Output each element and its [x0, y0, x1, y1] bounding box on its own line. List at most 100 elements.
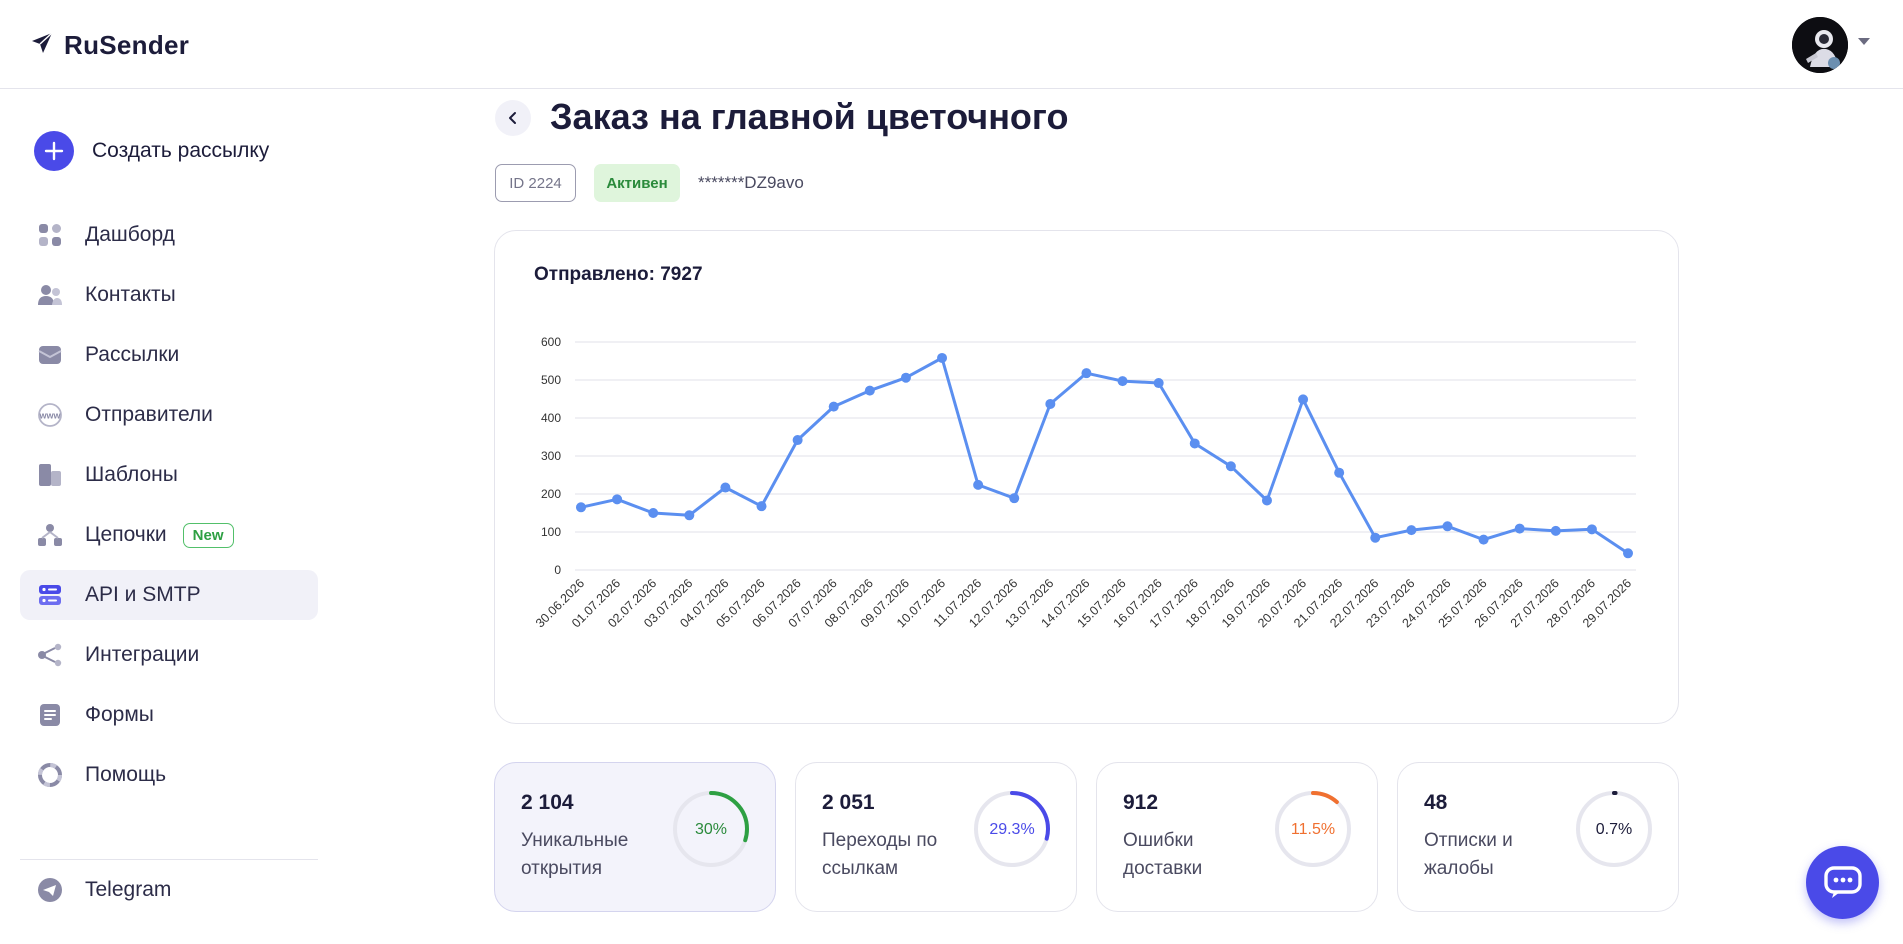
- progress-ring: 29.3%: [974, 791, 1050, 867]
- data-point: [828, 401, 839, 412]
- y-tick-label: 600: [541, 335, 561, 349]
- paper-plane-icon: [30, 31, 54, 60]
- data-point: [937, 352, 948, 363]
- create-mailing-button[interactable]: Создать рассылку: [34, 131, 269, 171]
- stat-label: Отписки и жалобы: [1424, 830, 1513, 879]
- stat-card-errors[interactable]: 912 Ошибки доставки 11.5%: [1096, 762, 1378, 912]
- back-button[interactable]: [495, 100, 531, 136]
- ring-progress: [673, 791, 749, 867]
- sidebar-item-mailings[interactable]: Рассылки: [20, 330, 318, 380]
- forms-icon: [36, 701, 64, 729]
- id-chip: ID 2224: [495, 164, 576, 202]
- page-title: Заказ на главной цветочного: [550, 96, 1069, 137]
- data-point: [1406, 525, 1417, 536]
- chains-icon: [36, 521, 64, 549]
- help-icon: [36, 761, 64, 789]
- ring-progress: [1576, 791, 1652, 867]
- stat-value: 2 051: [822, 791, 875, 814]
- sidebar-item-label: Помощь: [85, 763, 167, 786]
- sidebar-item-contacts[interactable]: Контакты: [20, 270, 318, 320]
- data-point: [1623, 548, 1633, 559]
- progress-ring: 11.5%: [1275, 791, 1351, 867]
- sidebar-item-label: API и SMTP: [85, 583, 201, 606]
- avatar[interactable]: [1792, 17, 1848, 73]
- stat-value: 2 104: [521, 791, 574, 814]
- sidebar-item-forms[interactable]: Формы: [20, 690, 318, 740]
- stat-value: 912: [1123, 791, 1159, 814]
- api-token[interactable]: *******DZ9avo: [698, 173, 804, 192]
- templates-icon: [36, 461, 64, 489]
- ring-percent: 0.7%: [1596, 821, 1632, 838]
- logo[interactable]: RuSender: [30, 30, 189, 61]
- data-point: [1442, 521, 1453, 532]
- stat-value: 48: [1424, 791, 1448, 814]
- data-point: [684, 510, 695, 521]
- ring-progress: [974, 791, 1050, 867]
- data-point: [576, 502, 586, 513]
- data-point: [1009, 493, 1020, 504]
- y-tick-label: 400: [541, 411, 561, 425]
- chat-icon: [1823, 865, 1862, 898]
- data-point: [1045, 398, 1056, 409]
- data-point: [1334, 467, 1345, 478]
- sidebar-divider: [20, 859, 318, 860]
- data-point: [1514, 523, 1525, 534]
- sidebar-item-label: Рассылки: [85, 343, 180, 366]
- sidebar: Создать рассылку Дашборд Контакты Рассыл…: [0, 90, 330, 944]
- data-point: [1081, 368, 1092, 379]
- sidebar-item-label: Отправители: [85, 403, 213, 426]
- sidebar-item-chains[interactable]: Цепочки New: [20, 510, 318, 560]
- data-point: [1189, 438, 1200, 449]
- plus-icon: [34, 131, 74, 171]
- ring-percent: 29.3%: [989, 821, 1034, 838]
- chat-button[interactable]: [1806, 846, 1879, 919]
- chart-title: Отправлено: 7927: [534, 264, 703, 285]
- stat-card-opens[interactable]: 2 104 Уникальные открытия 30%: [494, 762, 776, 912]
- telegram-link[interactable]: Telegram: [36, 876, 171, 904]
- data-point: [1298, 394, 1309, 405]
- sidebar-item-dashboard[interactable]: Дашборд: [20, 210, 318, 260]
- sidebar-item-label: Цепочки: [85, 523, 167, 546]
- ring-percent: 30%: [695, 821, 727, 838]
- stat-label: Переходы по ссылкам: [822, 830, 938, 879]
- series-line: [580, 356, 1629, 555]
- data-point: [1478, 534, 1489, 545]
- sidebar-item-api[interactable]: API и SMTP: [20, 570, 318, 620]
- data-point: [1586, 524, 1597, 535]
- contacts-icon: [36, 281, 64, 309]
- ring-progress: [1275, 791, 1351, 867]
- y-tick-label: 0: [554, 563, 561, 577]
- api-icon: [36, 581, 64, 609]
- stat-card-clicks[interactable]: 2 051 Переходы по ссылкам 29.3%: [795, 762, 1077, 912]
- data-point: [720, 482, 731, 493]
- sidebar-item-label: Контакты: [85, 283, 176, 306]
- data-point: [1225, 461, 1236, 472]
- sidebar-item-help[interactable]: Помощь: [20, 750, 318, 800]
- sidebar-item-label: Дашборд: [85, 223, 175, 246]
- y-tick-label: 500: [541, 373, 561, 387]
- progress-ring: 30%: [673, 791, 749, 867]
- mailings-icon: [36, 341, 64, 369]
- sidebar-item-templates[interactable]: Шаблоны: [20, 450, 318, 500]
- stat-card-unsubscribes[interactable]: 48 Отписки и жалобы 0.7%: [1397, 762, 1679, 912]
- stats-row: 2 104 Уникальные открытия 30% 2 051 Пере…: [494, 762, 1679, 912]
- sidebar-item-label: Шаблоны: [85, 463, 178, 486]
- data-point: [612, 494, 623, 505]
- new-badge: New: [182, 522, 234, 548]
- data-point: [973, 479, 984, 490]
- top-bar: RuSender: [0, 0, 1903, 89]
- chevron-down-icon[interactable]: [1858, 38, 1870, 45]
- data-point: [756, 501, 767, 512]
- ring-percent: 11.5%: [1291, 821, 1335, 838]
- y-tick-label: 300: [541, 449, 561, 463]
- y-tick-label: 100: [541, 525, 561, 539]
- chevron-left-icon: [509, 112, 516, 124]
- sidebar-item-integrations[interactable]: Интеграции: [20, 630, 318, 680]
- data-point: [792, 435, 803, 446]
- data-point: [1153, 378, 1164, 389]
- progress-ring: 0.7%: [1576, 791, 1652, 867]
- stat-label: Ошибки доставки: [1123, 830, 1203, 879]
- sidebar-item-senders[interactable]: www Отправители: [20, 390, 318, 440]
- create-mailing-label: Создать рассылку: [92, 139, 270, 162]
- telegram-label: Telegram: [85, 878, 172, 901]
